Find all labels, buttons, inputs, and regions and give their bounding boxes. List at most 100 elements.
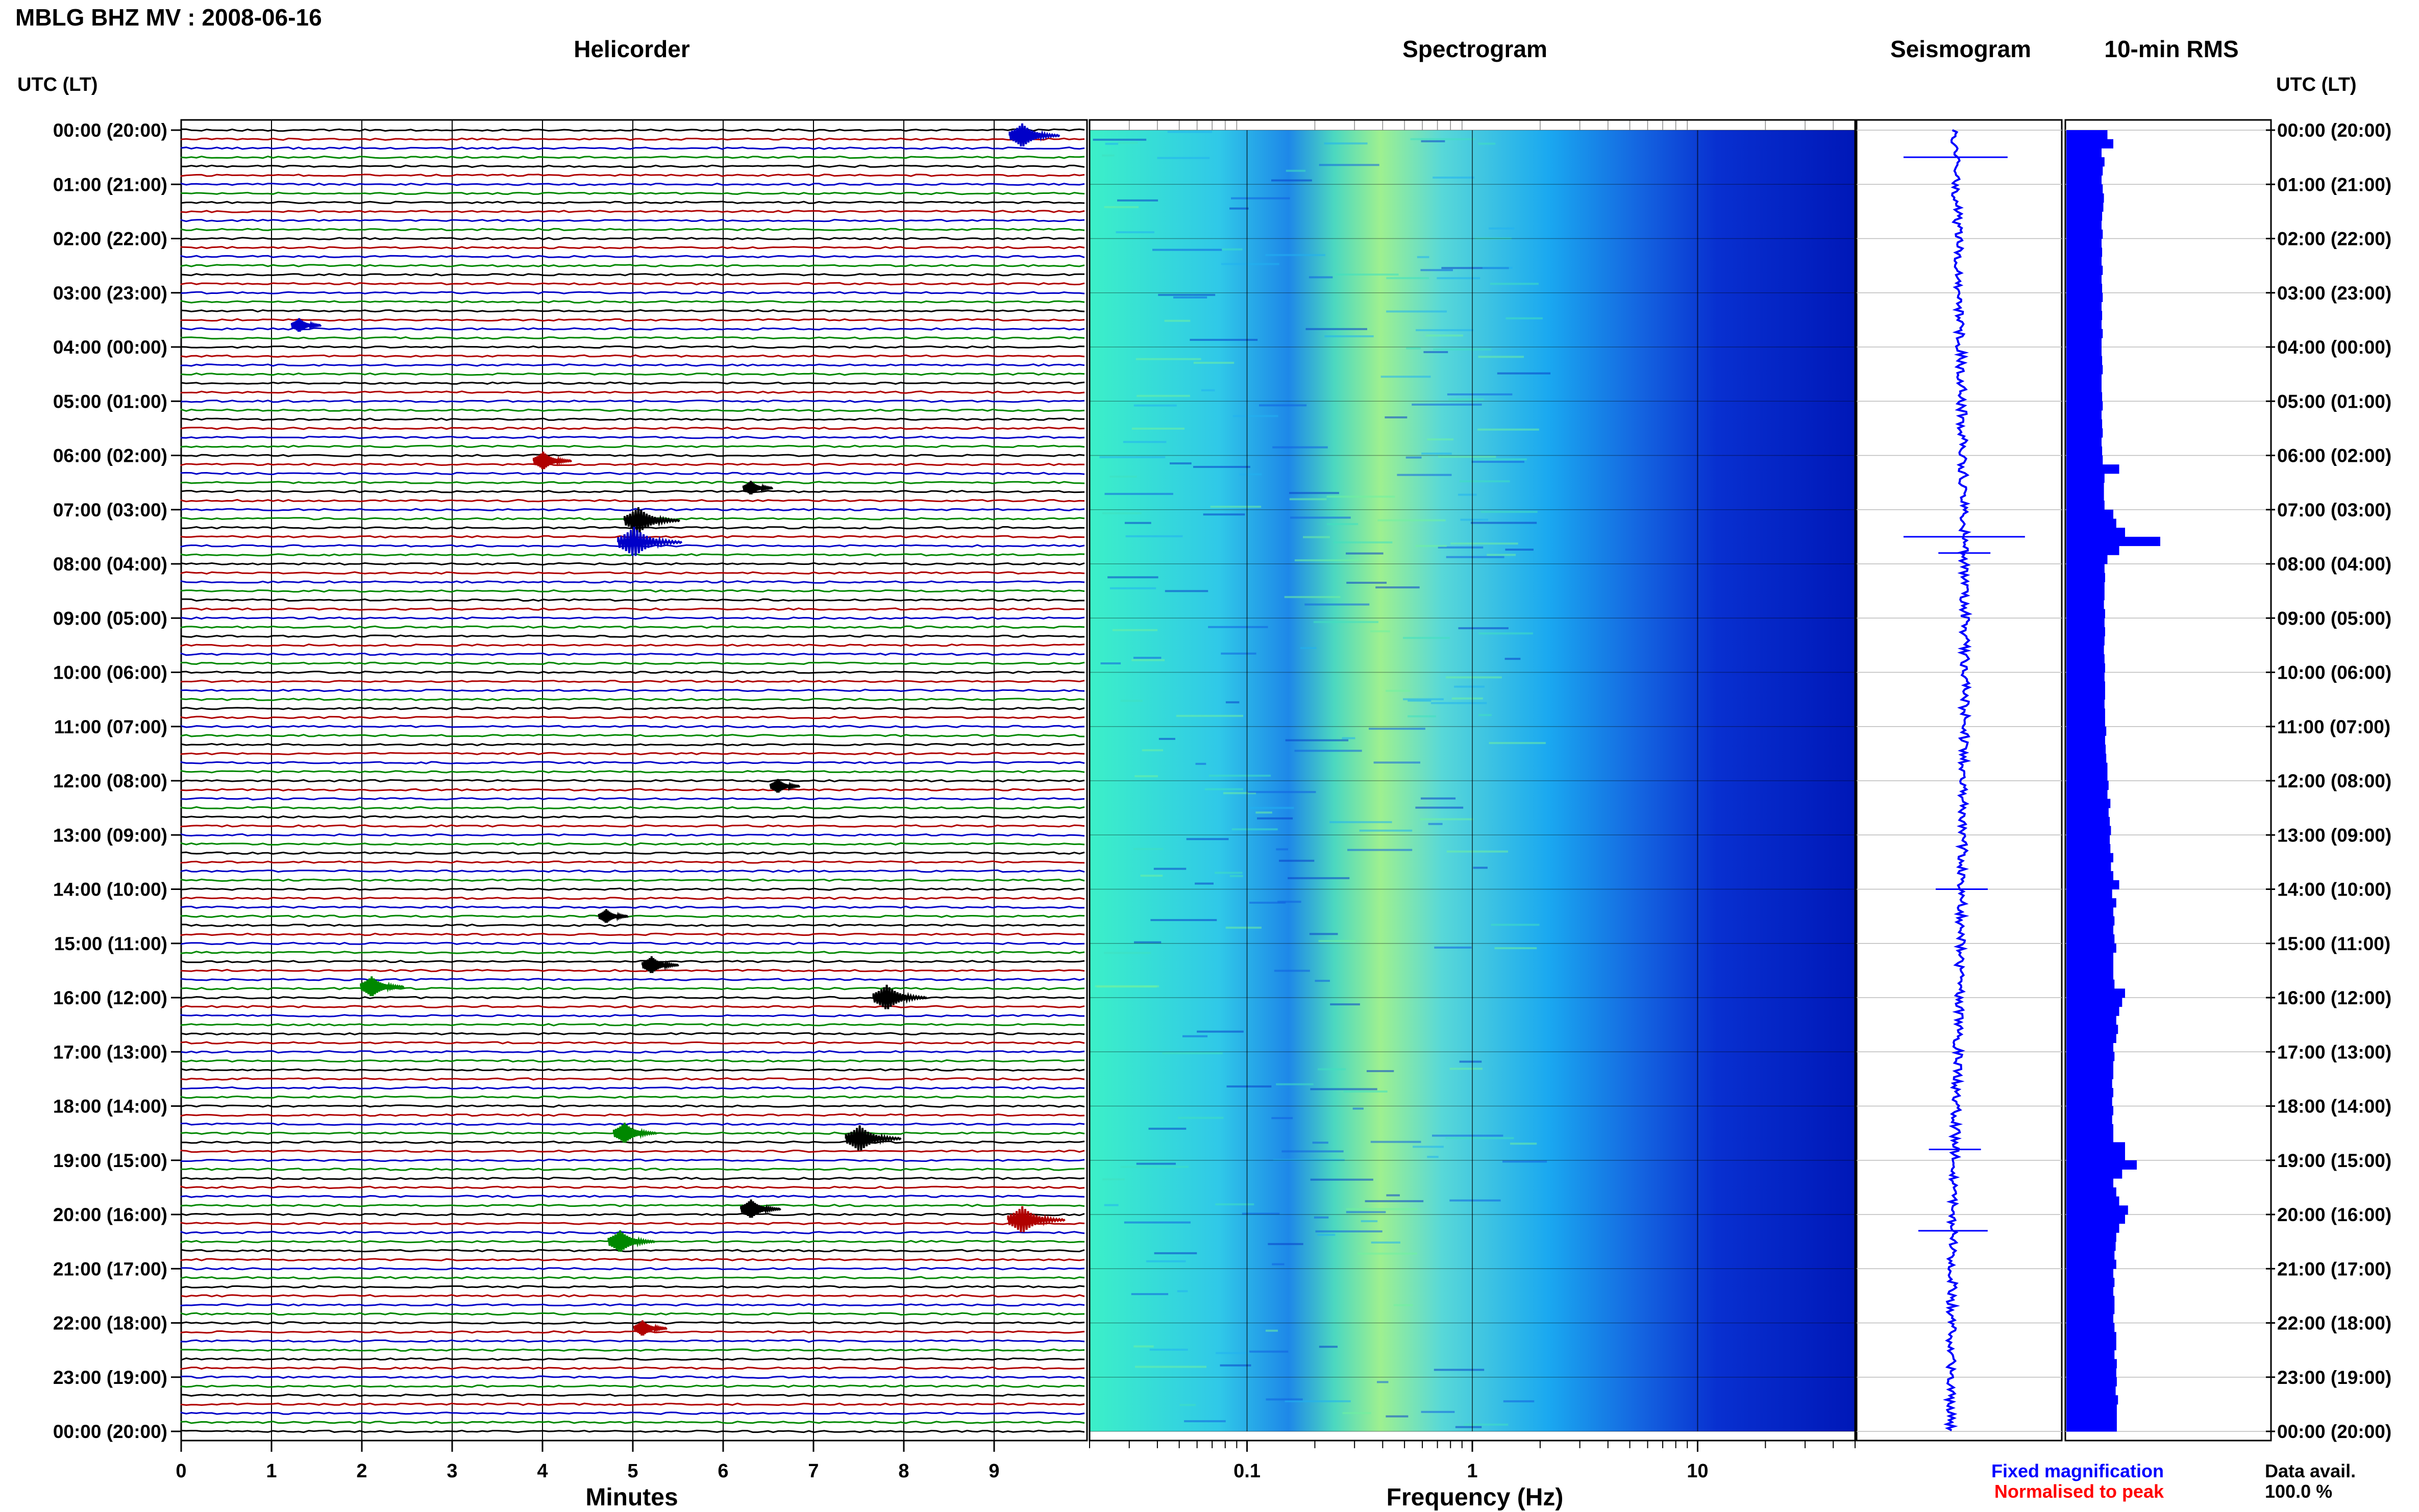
spectrogram-streak <box>1277 901 1301 903</box>
helicorder-trace <box>180 309 1085 313</box>
spectrogram-streak <box>1136 1162 1176 1165</box>
spectrogram-streak <box>1510 1143 1537 1145</box>
spectrogram-streak <box>1324 142 1368 145</box>
helicorder-trace <box>180 969 1085 973</box>
rms-bar <box>2066 501 2105 510</box>
rms-bar <box>2066 826 2111 835</box>
helicorder-trace <box>180 1204 1085 1207</box>
spectrogram-streak <box>1193 466 1250 468</box>
helicorder-trace <box>180 715 1085 720</box>
spectrogram-streak <box>1342 1412 1371 1415</box>
spectrogram-streak <box>1315 980 1330 982</box>
rms-bar <box>2066 564 2105 574</box>
helicorder-trace <box>180 734 1085 737</box>
helicorder-trace <box>180 381 1085 385</box>
helicorder-trace <box>180 1050 1085 1054</box>
rms-bar <box>2066 862 2111 872</box>
spectrogram-streak <box>1104 206 1139 208</box>
spectrogram-streak <box>1229 875 1243 877</box>
spectrogram-streak <box>1430 702 1487 704</box>
spectrogram-title: Spectrogram <box>1402 36 1547 62</box>
rms-bar <box>2066 175 2102 185</box>
rms-bar <box>2066 853 2113 862</box>
helicorder-xtick-label: 7 <box>808 1460 819 1482</box>
time-label-right: 18:00 (14:00) <box>2277 1096 2391 1117</box>
spectrogram-streak <box>1146 1260 1186 1262</box>
helicorder-trace <box>180 1421 1085 1424</box>
spectrogram-streak <box>1149 1348 1188 1351</box>
spectrogram-streak <box>1352 1107 1364 1110</box>
rms-bar <box>2066 573 2105 582</box>
spectrogram-streak <box>1346 1211 1386 1213</box>
fixed-magnification-label: Fixed magnification <box>1991 1460 2164 1481</box>
spectrogram-streak <box>1357 1252 1417 1255</box>
helicorder-xtick-label: 0 <box>176 1460 186 1482</box>
spectrogram-streak <box>1319 164 1379 166</box>
helicorder-trace <box>180 571 1085 575</box>
rms-bar <box>2066 555 2108 564</box>
spectrogram-streak <box>1300 647 1317 649</box>
spectrogram-streak <box>1454 685 1485 688</box>
spectrogram-streak <box>1504 658 1521 660</box>
helicorder-event <box>623 507 680 533</box>
time-label-left: 17:00 (13:00) <box>53 1042 167 1062</box>
rms-bar <box>2066 1341 2116 1351</box>
spectrogram-streak <box>1276 848 1288 851</box>
spectrogram-streak <box>1420 269 1453 271</box>
rms-bar <box>2066 582 2105 591</box>
rms-bar <box>2066 1377 2117 1386</box>
helicorder-trace <box>180 842 1085 846</box>
helicorder-trace <box>180 959 1085 963</box>
helicorder-trace <box>180 1086 1085 1090</box>
rms-bar <box>2066 410 2102 420</box>
spectrogram-streak <box>1415 806 1464 809</box>
rms-bar <box>2066 329 2103 338</box>
spectrogram-streak <box>1489 227 1515 230</box>
time-label-left: 20:00 (16:00) <box>53 1204 167 1225</box>
time-label-right: 16:00 (12:00) <box>2277 987 2391 1008</box>
spectrogram-frame <box>1089 119 1856 1442</box>
rms-bar <box>2066 419 2103 429</box>
spectrogram-streak <box>1204 788 1243 790</box>
spectrogram-streak <box>1225 926 1262 929</box>
spectrogram-streak <box>1413 1146 1444 1148</box>
spectrogram-streak <box>1380 376 1431 378</box>
rms-bar <box>2066 1015 2116 1025</box>
spectrogram-streak <box>1397 474 1452 476</box>
rms-bar <box>2066 1160 2137 1170</box>
helicorder-trace <box>180 164 1085 168</box>
spectrogram-streak <box>1131 428 1184 430</box>
helicorder-trace <box>180 435 1085 439</box>
rms-bar <box>2066 464 2119 474</box>
spectrogram-streak <box>1134 941 1162 944</box>
helicorder-trace <box>180 1141 1085 1144</box>
helicorder-trace <box>180 201 1085 204</box>
time-label-right: 23:00 (19:00) <box>2277 1367 2391 1388</box>
spectrogram-streak <box>1124 1221 1191 1224</box>
spectrogram-streak <box>1477 428 1539 431</box>
rms-bar <box>2066 844 2111 854</box>
normalised-to-peak-label: Normalised to peak <box>1994 1481 2164 1502</box>
helicorder-trace <box>180 291 1085 295</box>
helicorder-trace <box>180 228 1085 232</box>
spectrogram-streak <box>1265 1329 1278 1332</box>
helicorder-trace <box>180 454 1085 457</box>
rms-bar <box>2066 672 2105 682</box>
helicorder-event <box>633 1320 668 1336</box>
rms-bar <box>2066 401 2103 411</box>
rms-bar <box>2066 1259 2116 1269</box>
rms-bar <box>2066 717 2105 727</box>
rms-bar <box>2066 437 2102 447</box>
rms-bar <box>2066 1269 2113 1278</box>
helicorder-trace <box>180 987 1085 990</box>
spectrogram-streak <box>1432 1134 1503 1137</box>
helicorder-trace <box>180 580 1085 584</box>
time-label-right: 06:00 (02:00) <box>2277 445 2391 466</box>
station-title: MBLG BHZ MV : 2008-06-16 <box>15 4 322 31</box>
seismogram-panel <box>1856 119 2063 1442</box>
time-label-left: 21:00 (17:00) <box>53 1258 167 1279</box>
rms-bar <box>2066 808 2109 817</box>
helicorder-trace <box>180 553 1085 557</box>
time-label-left: 00:00 (20:00) <box>53 120 167 141</box>
spectrogram-streak <box>1433 177 1474 179</box>
